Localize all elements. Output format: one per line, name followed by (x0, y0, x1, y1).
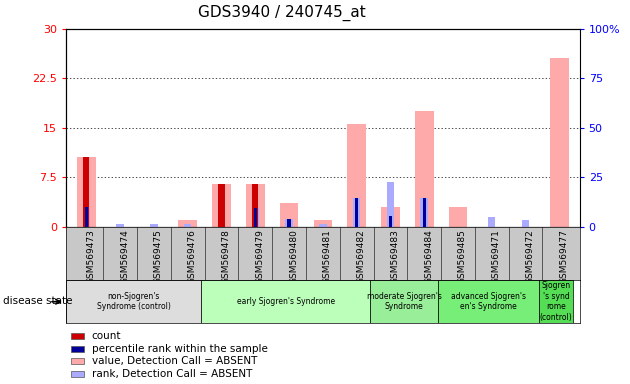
Text: rank, Detection Call = ABSENT: rank, Detection Call = ABSENT (92, 369, 252, 379)
Bar (449, 207, 467, 227)
Bar (522, 220, 529, 227)
Bar (381, 207, 399, 227)
Bar (254, 208, 257, 227)
Text: value, Detection Call = ABSENT: value, Detection Call = ABSENT (92, 356, 257, 366)
Bar (423, 198, 426, 227)
Text: moderate Sjogren's
Syndrome: moderate Sjogren's Syndrome (367, 292, 442, 311)
Bar (353, 198, 360, 227)
Bar (71, 333, 84, 339)
Text: GSM569473: GSM569473 (86, 229, 95, 284)
Bar (488, 217, 495, 227)
Text: GSM569481: GSM569481 (323, 229, 332, 284)
Text: GSM569485: GSM569485 (458, 229, 467, 284)
Text: GSM569482: GSM569482 (357, 229, 365, 284)
Bar (347, 124, 366, 227)
Bar (285, 218, 293, 227)
Bar (280, 204, 299, 227)
Bar (314, 220, 332, 227)
Bar (438, 280, 539, 323)
Text: advanced Sjogren's
en's Syndrome: advanced Sjogren's en's Syndrome (451, 292, 526, 311)
Text: GSM569480: GSM569480 (289, 229, 298, 284)
Text: GSM569472: GSM569472 (525, 229, 534, 284)
Bar (71, 371, 84, 377)
Bar (184, 223, 192, 227)
Text: GSM569471: GSM569471 (492, 229, 501, 284)
Bar (77, 157, 96, 227)
Bar (550, 58, 569, 227)
Bar (83, 207, 90, 227)
Bar (370, 280, 438, 323)
Text: GSM569484: GSM569484 (424, 229, 433, 284)
Bar (251, 208, 259, 227)
Text: GSM569478: GSM569478 (222, 229, 231, 284)
Bar (246, 184, 265, 227)
Text: GDS3940 / 240745_at: GDS3940 / 240745_at (198, 5, 365, 21)
Bar (389, 216, 392, 227)
Text: count: count (92, 331, 122, 341)
Bar (287, 218, 291, 227)
Bar (66, 280, 201, 323)
Bar (539, 280, 573, 323)
Bar (84, 207, 88, 227)
Bar (201, 280, 370, 323)
Text: disease state: disease state (3, 296, 72, 306)
Text: GSM569475: GSM569475 (154, 229, 163, 284)
Bar (415, 111, 433, 227)
Bar (71, 346, 84, 352)
Bar (117, 223, 124, 227)
Text: GSM569477: GSM569477 (559, 229, 568, 284)
Bar (252, 184, 258, 227)
Bar (319, 223, 326, 227)
Bar (355, 198, 358, 227)
Bar (178, 220, 197, 227)
Bar (83, 157, 89, 227)
Bar (212, 184, 231, 227)
Bar (151, 223, 158, 227)
Bar (420, 198, 428, 227)
Text: GSM569476: GSM569476 (188, 229, 197, 284)
Bar (71, 358, 84, 364)
Text: GSM569474: GSM569474 (120, 229, 129, 284)
Text: early Sjogren's Syndrome: early Sjogren's Syndrome (237, 297, 335, 306)
Text: Sjogren
's synd
rome
(control): Sjogren 's synd rome (control) (539, 281, 572, 321)
Bar (219, 184, 224, 227)
Text: GSM569483: GSM569483 (391, 229, 399, 284)
Text: non-Sjogren's
Syndrome (control): non-Sjogren's Syndrome (control) (97, 292, 171, 311)
Bar (387, 182, 394, 227)
Text: GSM569479: GSM569479 (255, 229, 265, 284)
Text: percentile rank within the sample: percentile rank within the sample (92, 344, 268, 354)
